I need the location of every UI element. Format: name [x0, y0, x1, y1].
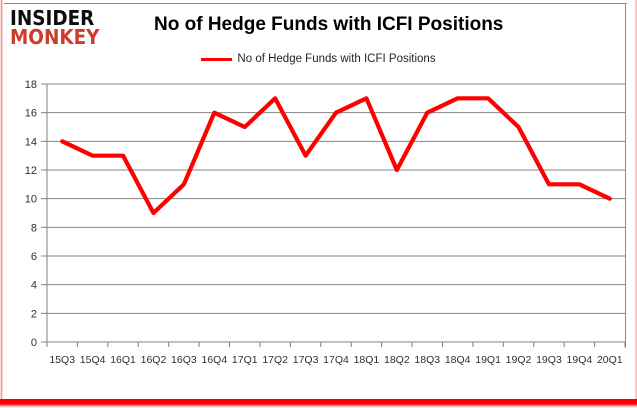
x-tick-label: 16Q1: [110, 354, 136, 366]
x-tick-label: 20Q1: [597, 354, 623, 366]
x-tick-label: 19Q1: [475, 354, 501, 366]
x-tick-label: 17Q2: [262, 354, 288, 366]
x-tick-label: 18Q3: [414, 354, 440, 366]
image-border-right: [634, 0, 637, 404]
y-tick-label: 6: [31, 251, 37, 263]
x-tick-label: 15Q4: [80, 354, 106, 366]
y-tick-label: 16: [25, 108, 37, 120]
x-tick-label: 16Q3: [171, 354, 197, 366]
x-tick-label: 17Q3: [293, 354, 319, 366]
image-border-bottom: [0, 399, 637, 408]
x-tick-label: 19Q2: [506, 354, 532, 366]
x-tick-label: 18Q2: [384, 354, 410, 366]
x-tick-label: 18Q4: [445, 354, 471, 366]
chart-frame-right: [625, 3, 626, 348]
chart-title: No of Hedge Funds with ICFI Positions: [154, 14, 504, 35]
y-tick-label: 8: [31, 222, 37, 234]
logo-line-insider: INSIDER: [10, 6, 95, 30]
y-tick-label: 0: [31, 337, 37, 349]
x-tick-label: 16Q4: [201, 354, 227, 366]
y-tick-label: 14: [25, 136, 37, 148]
x-tick-label: 16Q2: [141, 354, 167, 366]
y-tick-label: 2: [31, 308, 37, 320]
x-tick-label: 17Q4: [323, 354, 349, 366]
x-tick-label: 17Q1: [232, 354, 258, 366]
chart-frame-top: [4, 3, 627, 4]
x-tick-label: 15Q3: [49, 354, 75, 366]
series-line: [60, 96, 612, 216]
image-border-left: [0, 0, 3, 404]
x-tick-label: 19Q4: [567, 354, 593, 366]
legend: No of Hedge Funds with ICFI Positions: [0, 53, 637, 65]
x-tick-label: 18Q1: [354, 354, 380, 366]
y-tick-label: 18: [25, 79, 37, 91]
y-tick-label: 10: [25, 194, 37, 206]
legend-label: No of Hedge Funds with ICFI Positions: [237, 53, 436, 65]
y-tick-label: 12: [25, 165, 37, 177]
logo-line-monkey: MONKEY: [10, 24, 100, 49]
insider-monkey-logo: INSIDER MONKEY: [10, 6, 107, 49]
y-tick-label: 4: [31, 280, 37, 292]
x-tick-label: 19Q3: [536, 354, 562, 366]
legend-line-swatch: [201, 57, 233, 61]
